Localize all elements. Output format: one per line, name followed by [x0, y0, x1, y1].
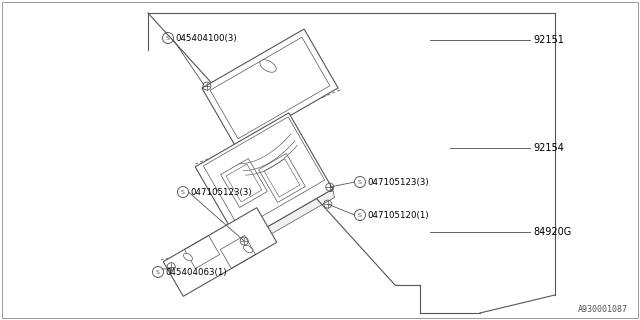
- Polygon shape: [202, 29, 338, 147]
- Text: 92151: 92151: [533, 35, 564, 45]
- Text: S: S: [358, 180, 362, 185]
- Polygon shape: [163, 208, 276, 296]
- Text: 045404063(1): 045404063(1): [165, 268, 227, 276]
- Ellipse shape: [260, 60, 276, 72]
- Ellipse shape: [184, 253, 193, 261]
- Text: 84920G: 84920G: [533, 227, 572, 237]
- Text: 92154: 92154: [533, 143, 564, 153]
- Text: A930001087: A930001087: [578, 305, 628, 314]
- Text: S: S: [358, 212, 362, 218]
- Text: 047105123(3): 047105123(3): [367, 178, 429, 187]
- Text: 047105123(3): 047105123(3): [190, 188, 252, 196]
- Text: S: S: [181, 189, 185, 195]
- Text: 047105120(1): 047105120(1): [367, 211, 429, 220]
- Text: S: S: [156, 269, 160, 275]
- Polygon shape: [195, 113, 333, 243]
- Text: 045404100(3): 045404100(3): [175, 34, 237, 43]
- Text: S: S: [166, 36, 170, 41]
- Ellipse shape: [244, 245, 252, 253]
- Polygon shape: [239, 189, 335, 252]
